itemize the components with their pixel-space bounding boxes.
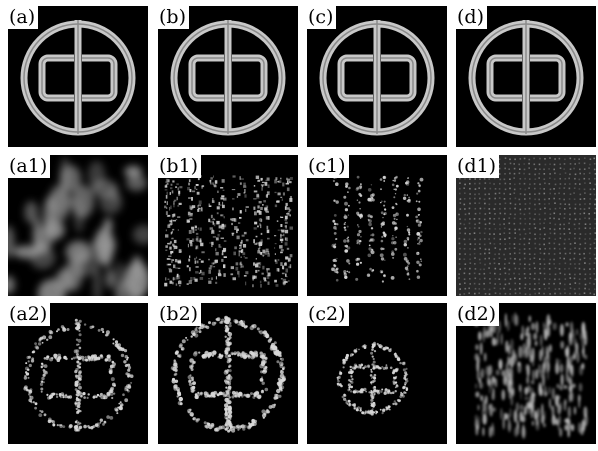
emblem-image-c xyxy=(319,20,435,136)
smear-field xyxy=(474,312,588,439)
panel-label-d: (d) xyxy=(456,6,487,29)
hologram-image-d1 xyxy=(456,155,596,296)
panel-c2: (c2) xyxy=(307,303,447,444)
hologram-image-b1 xyxy=(164,175,293,288)
panel-d1: (d1) xyxy=(456,155,596,296)
panel-b2: (b2) xyxy=(158,303,298,444)
panel-a2: (a2) xyxy=(8,303,148,444)
emblem-image-b xyxy=(170,20,286,136)
panel-c1: (c1) xyxy=(307,155,447,296)
panel-b: (b) xyxy=(158,6,298,147)
reconstruction-image-d2 xyxy=(474,312,588,439)
panel-label-c: (c) xyxy=(307,6,337,29)
panel-label-b: (b) xyxy=(158,6,189,29)
reconstruction-image-c2 xyxy=(336,341,409,416)
speckle-cluster xyxy=(336,341,409,416)
speckle-cluster xyxy=(170,315,287,433)
panel-label-b2: (b2) xyxy=(158,303,202,326)
panel-d2: (d2) xyxy=(456,303,596,444)
texture-field xyxy=(458,157,596,296)
panel-b1: (b1) xyxy=(158,155,298,296)
speckle-field xyxy=(164,175,293,288)
hologram-image-a1 xyxy=(8,156,148,296)
panel-a1: (a1) xyxy=(8,155,148,296)
panel-label-d2: (d2) xyxy=(456,303,500,326)
blob-cluster xyxy=(8,156,148,296)
panel-label-a: (a) xyxy=(8,6,39,29)
reconstruction-image-a2 xyxy=(23,318,134,432)
panel-label-b1: (b1) xyxy=(158,155,202,178)
panel-label-a1: (a1) xyxy=(8,155,51,178)
panel-a: (a) xyxy=(8,6,148,147)
reconstruction-image-b2 xyxy=(170,315,287,433)
hologram-image-c1 xyxy=(330,175,424,283)
panel-label-c1: (c1) xyxy=(307,155,349,178)
emblem-image-a xyxy=(20,20,136,136)
speckle-cluster xyxy=(23,318,134,432)
emblem-image-d xyxy=(468,20,584,136)
panel-label-c2: (c2) xyxy=(307,303,349,326)
panel-c: (c) xyxy=(307,6,447,147)
panel-label-a2: (a2) xyxy=(8,303,51,326)
panel-label-d1: (d1) xyxy=(456,155,500,178)
dot-grid xyxy=(330,175,424,283)
panel-d: (d) xyxy=(456,6,596,147)
